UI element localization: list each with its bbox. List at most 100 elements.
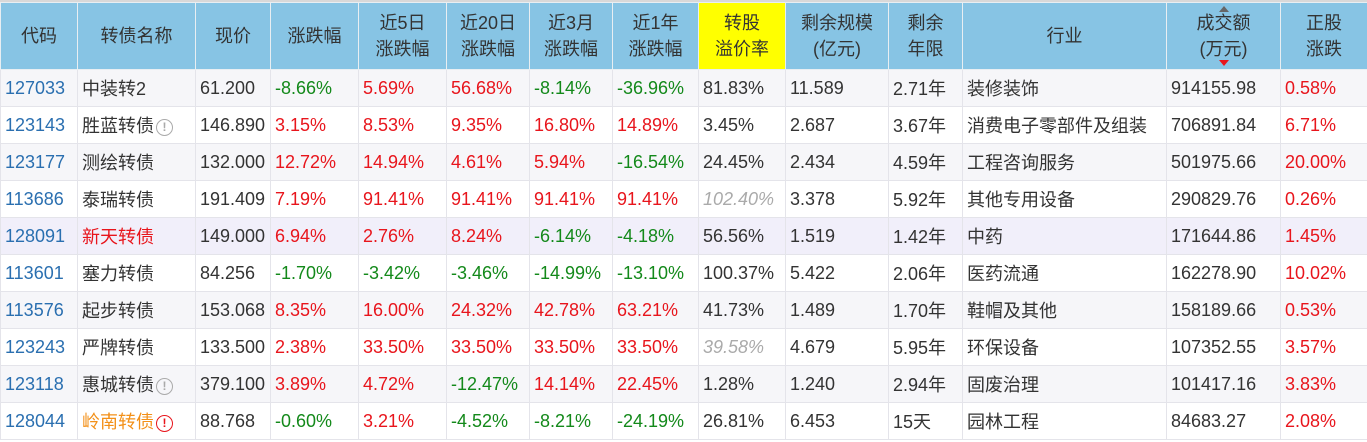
- table-row[interactable]: 127033 中装转2 61.200 -8.66% 5.69% 56.68% -8.14% -…: [0, 69, 1367, 107]
- header-remaining-years[interactable]: 剩余 年限: [888, 2, 963, 70]
- cell-change: 6.94%: [270, 217, 359, 255]
- industry-value: 园林工程: [967, 412, 1039, 432]
- warning-icon[interactable]: !: [156, 415, 173, 432]
- cell-amount: 84683.27: [1166, 402, 1281, 440]
- change-20d-value: 91.41%: [451, 188, 513, 209]
- cell-change-20d: -3.46%: [446, 254, 530, 292]
- table-row[interactable]: 123177 测绘转债 132.000 12.72% 14.94% 4.61% 5.94% -…: [0, 143, 1367, 181]
- name-value: 塞力转债: [82, 264, 154, 284]
- cell-stock-change: 0.58%: [1280, 69, 1367, 107]
- cell-code[interactable]: 127033: [0, 69, 78, 107]
- cell-code[interactable]: 113601: [0, 254, 78, 292]
- cell-price: 146.890: [195, 106, 271, 144]
- cell-name[interactable]: 惠城转债!: [77, 365, 196, 403]
- change-5d-value: 33.50%: [363, 336, 425, 357]
- header-label: 转股 溢价率: [715, 13, 769, 59]
- cell-remaining-scale: 5.422: [785, 254, 889, 292]
- cell-industry: 消费电子零部件及组装: [962, 106, 1167, 144]
- change-1y-value: 91.41%: [617, 188, 679, 209]
- cell-stock-change: 1.45%: [1280, 217, 1367, 255]
- cell-code[interactable]: 113576: [0, 291, 78, 329]
- cell-name[interactable]: 胜蓝转债!: [77, 106, 196, 144]
- premium-value: 102.40%: [703, 188, 775, 209]
- cell-change-20d: 4.61%: [446, 143, 530, 181]
- industry-value: 消费电子零部件及组装: [967, 116, 1147, 136]
- info-icon[interactable]: !: [156, 119, 173, 136]
- cell-change-3m: 42.78%: [529, 291, 613, 329]
- cell-change-5d: 3.21%: [358, 402, 447, 440]
- cell-change-3m: 5.94%: [529, 143, 613, 181]
- cell-code[interactable]: 123177: [0, 143, 78, 181]
- header-name[interactable]: 转债名称: [77, 2, 196, 70]
- cell-amount: 158189.66: [1166, 291, 1281, 329]
- cell-name[interactable]: 泰瑞转债: [77, 180, 196, 218]
- cell-code[interactable]: 113686: [0, 180, 78, 218]
- change-3m-value: 91.41%: [534, 188, 596, 209]
- cell-change-5d: 5.69%: [358, 69, 447, 107]
- cell-name[interactable]: 塞力转债: [77, 254, 196, 292]
- header-amount[interactable]: 成交额 (万元): [1166, 2, 1281, 70]
- code-value: 113686: [5, 188, 64, 209]
- cell-name[interactable]: 测绘转债: [77, 143, 196, 181]
- cell-amount: 107352.55: [1166, 328, 1281, 366]
- cell-stock-change: 10.02%: [1280, 254, 1367, 292]
- cell-change: -0.60%: [270, 402, 359, 440]
- table-row[interactable]: 123243 严牌转债 133.500 2.38% 33.50% 33.50% 33.50%…: [0, 328, 1367, 366]
- cell-change: -8.66%: [270, 69, 359, 107]
- cell-remaining-scale: 2.434: [785, 143, 889, 181]
- table-row[interactable]: 113686 泰瑞转债 191.409 7.19% 91.41% 91.41% 91.41%…: [0, 180, 1367, 218]
- header-stock-change[interactable]: 正股 涨跌: [1280, 2, 1367, 70]
- cell-name[interactable]: 中装转2: [77, 69, 196, 107]
- header-change-3m[interactable]: 近3月 涨跌幅: [529, 2, 613, 70]
- cell-remaining-scale: 3.378: [785, 180, 889, 218]
- header-change-20d[interactable]: 近20日 涨跌幅: [446, 2, 530, 70]
- table-row[interactable]: 113601 塞力转债 84.256 -1.70% -3.42% -3.46% -14.99…: [0, 254, 1367, 292]
- cell-code[interactable]: 123143: [0, 106, 78, 144]
- remaining-scale-value: 5.422: [790, 262, 836, 283]
- sort-desc-icon[interactable]: [1218, 60, 1229, 66]
- code-value: 127033: [5, 77, 66, 98]
- cell-name[interactable]: 新天转债: [77, 217, 196, 255]
- cell-stock-change: 3.83%: [1280, 365, 1367, 403]
- premium-value: 41.73%: [703, 299, 765, 320]
- remaining-years-value: 5.92年: [893, 190, 947, 210]
- cell-industry: 装修装饰: [962, 69, 1167, 107]
- info-icon[interactable]: !: [156, 378, 173, 395]
- cell-industry: 园林工程: [962, 402, 1167, 440]
- cell-price: 132.000: [195, 143, 271, 181]
- cell-code[interactable]: 123118: [0, 365, 78, 403]
- cell-name[interactable]: 严牌转债: [77, 328, 196, 366]
- cell-industry: 固废治理: [962, 365, 1167, 403]
- cell-price: 191.409: [195, 180, 271, 218]
- industry-value: 环保设备: [967, 338, 1039, 358]
- header-change[interactable]: 涨跌幅: [270, 2, 359, 70]
- cell-name[interactable]: 起步转债: [77, 291, 196, 329]
- amount-value: 914155.98: [1171, 77, 1257, 98]
- change-1y-value: -4.18%: [617, 225, 675, 246]
- header-change-1y[interactable]: 近1年 涨跌幅: [612, 2, 699, 70]
- table-row[interactable]: 123118 惠城转债! 379.100 3.89% 4.72% -12.47% 14.14…: [0, 365, 1367, 403]
- table-row[interactable]: 128091 新天转债 149.000 6.94% 2.76% 8.24% -6.14% -4…: [0, 217, 1367, 255]
- header-industry[interactable]: 行业: [962, 2, 1167, 70]
- header-change-5d[interactable]: 近5日 涨跌幅: [358, 2, 447, 70]
- header-label: 成交额 (万元): [1196, 13, 1251, 59]
- table-row[interactable]: 123143 胜蓝转债! 146.890 3.15% 8.53% 9.35% 16.80% 1…: [0, 106, 1367, 144]
- header-premium[interactable]: 转股 溢价率: [698, 2, 786, 70]
- header-price[interactable]: 现价: [195, 2, 271, 70]
- sort-asc-icon[interactable]: [1218, 6, 1229, 12]
- price-value: 88.768: [200, 410, 256, 431]
- cell-change-1y: 22.45%: [612, 365, 699, 403]
- code-value: 113576: [5, 299, 64, 320]
- header-remaining-scale[interactable]: 剩余规模 (亿元): [785, 2, 889, 70]
- change-value: 8.35%: [275, 299, 327, 320]
- cell-code[interactable]: 128091: [0, 217, 78, 255]
- cell-code[interactable]: 128044: [0, 402, 78, 440]
- header-label: 涨跌幅: [287, 26, 342, 46]
- cell-remaining-scale: 1.240: [785, 365, 889, 403]
- table-row[interactable]: 128044 岭南转债! 88.768 -0.60% 3.21% -4.52% -8.21%…: [0, 402, 1367, 440]
- table-row[interactable]: 113576 起步转债 153.068 8.35% 16.00% 24.32% 42.78%…: [0, 291, 1367, 329]
- header-code[interactable]: 代码: [0, 2, 78, 70]
- cell-name[interactable]: 岭南转债!: [77, 402, 196, 440]
- cell-code[interactable]: 123243: [0, 328, 78, 366]
